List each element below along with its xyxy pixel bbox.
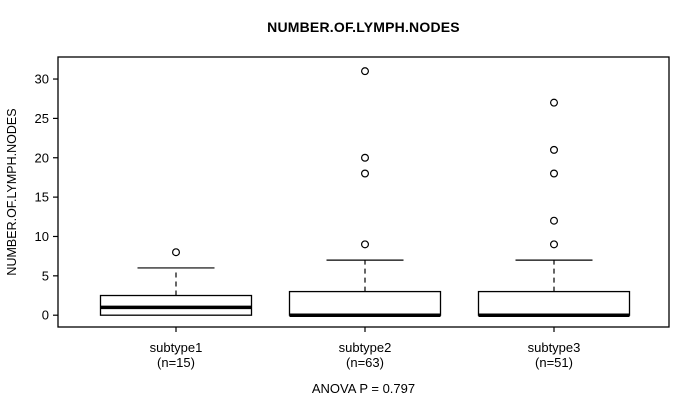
x-category-sublabel: (n=15): [157, 355, 195, 370]
iqr-box: [288, 290, 442, 316]
y-tick-label: 20: [35, 150, 49, 165]
boxplot-group-subtype3: subtype3(n=51): [477, 98, 631, 370]
x-category-label: subtype2: [339, 340, 392, 355]
y-axis-label: NUMBER.OF.LYMPH.NODES: [5, 108, 19, 275]
x-category-label: subtype3: [528, 340, 581, 355]
y-tick-label: 25: [35, 111, 49, 126]
iqr-box: [477, 290, 631, 316]
y-tick-label: 10: [35, 229, 49, 244]
anova-annotation: ANOVA P = 0.797: [311, 381, 416, 396]
outlier-point: [172, 248, 181, 257]
boxplot-group-subtype1: subtype1(n=15): [99, 248, 253, 370]
outlier-point: [361, 67, 370, 76]
x-category-sublabel: (n=51): [535, 355, 573, 370]
y-tick-label: 0: [42, 308, 49, 323]
y-tick-label: 30: [35, 72, 49, 87]
chart-title: NUMBER.OF.LYMPH.NODES: [267, 19, 460, 35]
outlier-point: [549, 216, 558, 225]
outlier-point: [549, 145, 558, 154]
x-category-label: subtype1: [150, 340, 203, 355]
plot-frame: [57, 56, 670, 328]
outlier-point: [549, 169, 558, 178]
y-tick-label: 5: [42, 268, 49, 283]
outlier-point: [361, 169, 370, 178]
x-category-sublabel: (n=63): [346, 355, 384, 370]
outlier-point: [549, 98, 558, 107]
y-tick-label: 15: [35, 190, 49, 205]
outlier-point: [549, 240, 558, 249]
boxplot-group-subtype2: subtype2(n=63): [288, 67, 442, 370]
outlier-point: [361, 153, 370, 162]
iqr-box: [99, 294, 253, 316]
outlier-point: [361, 240, 370, 249]
